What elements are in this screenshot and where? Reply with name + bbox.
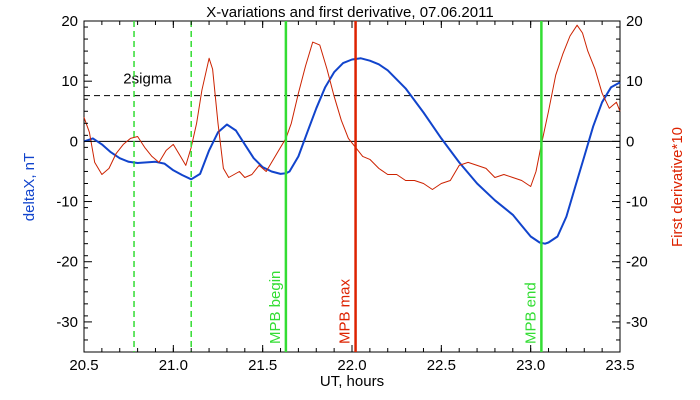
series-line-1 — [83, 24, 621, 190]
x-tick-label-0: 20.5 — [69, 357, 98, 374]
x-tick-label-1: 21.0 — [159, 357, 188, 374]
y-tick-label-right-3: 0 — [626, 133, 634, 150]
x-tick-label-2: 21.5 — [248, 357, 277, 374]
y-tick-label-left-0: -30 — [56, 314, 78, 331]
series-lines — [83, 24, 621, 245]
x-tick-label-3: 22.0 — [337, 357, 366, 374]
axis-ticks: 20.5 21.0 21.5 22.0 22.5 23.0 23.5 -30 -30 -20 -20… — [56, 13, 647, 374]
y-tick-label-right-0: -30 — [626, 314, 648, 331]
y-tick-label-right-2: -10 — [626, 194, 648, 211]
chart-title: X-variations and first derivative, 07.06… — [206, 4, 493, 21]
vertical-marker-label-3: MPB max — [337, 278, 354, 344]
y-tick-label-right-4: 10 — [626, 73, 643, 90]
y-tick-label-left-5: 20 — [61, 13, 78, 30]
x-tick-label-6: 23.5 — [605, 357, 634, 374]
reference-line-label: 2sigma — [123, 71, 172, 88]
y-tick-label-left-2: -10 — [56, 194, 78, 211]
y-tick-label-right-1: -20 — [626, 254, 648, 271]
y-axis-right-title: First derivative*10 — [669, 127, 686, 247]
vertical-markers: MPB begin MPB max MPB end — [133, 21, 543, 352]
series-line-0 — [83, 57, 621, 245]
reference-lines: 2sigma — [84, 71, 620, 142]
vertical-marker-label-4: MPB end — [522, 282, 539, 344]
x-tick-label-5: 23.0 — [516, 357, 545, 374]
x-axis-title: UT, hours — [320, 373, 384, 390]
x-tick-label-4: 22.5 — [427, 357, 456, 374]
y-tick-label-left-4: 10 — [61, 73, 78, 90]
y-tick-label-left-1: -20 — [56, 254, 78, 271]
y-axis-left-title: deltaX, nT — [21, 153, 38, 221]
y-tick-label-right-5: 20 — [626, 13, 643, 30]
vertical-marker-label-2: MPB begin — [267, 271, 284, 344]
y-tick-label-left-3: 0 — [70, 133, 78, 150]
